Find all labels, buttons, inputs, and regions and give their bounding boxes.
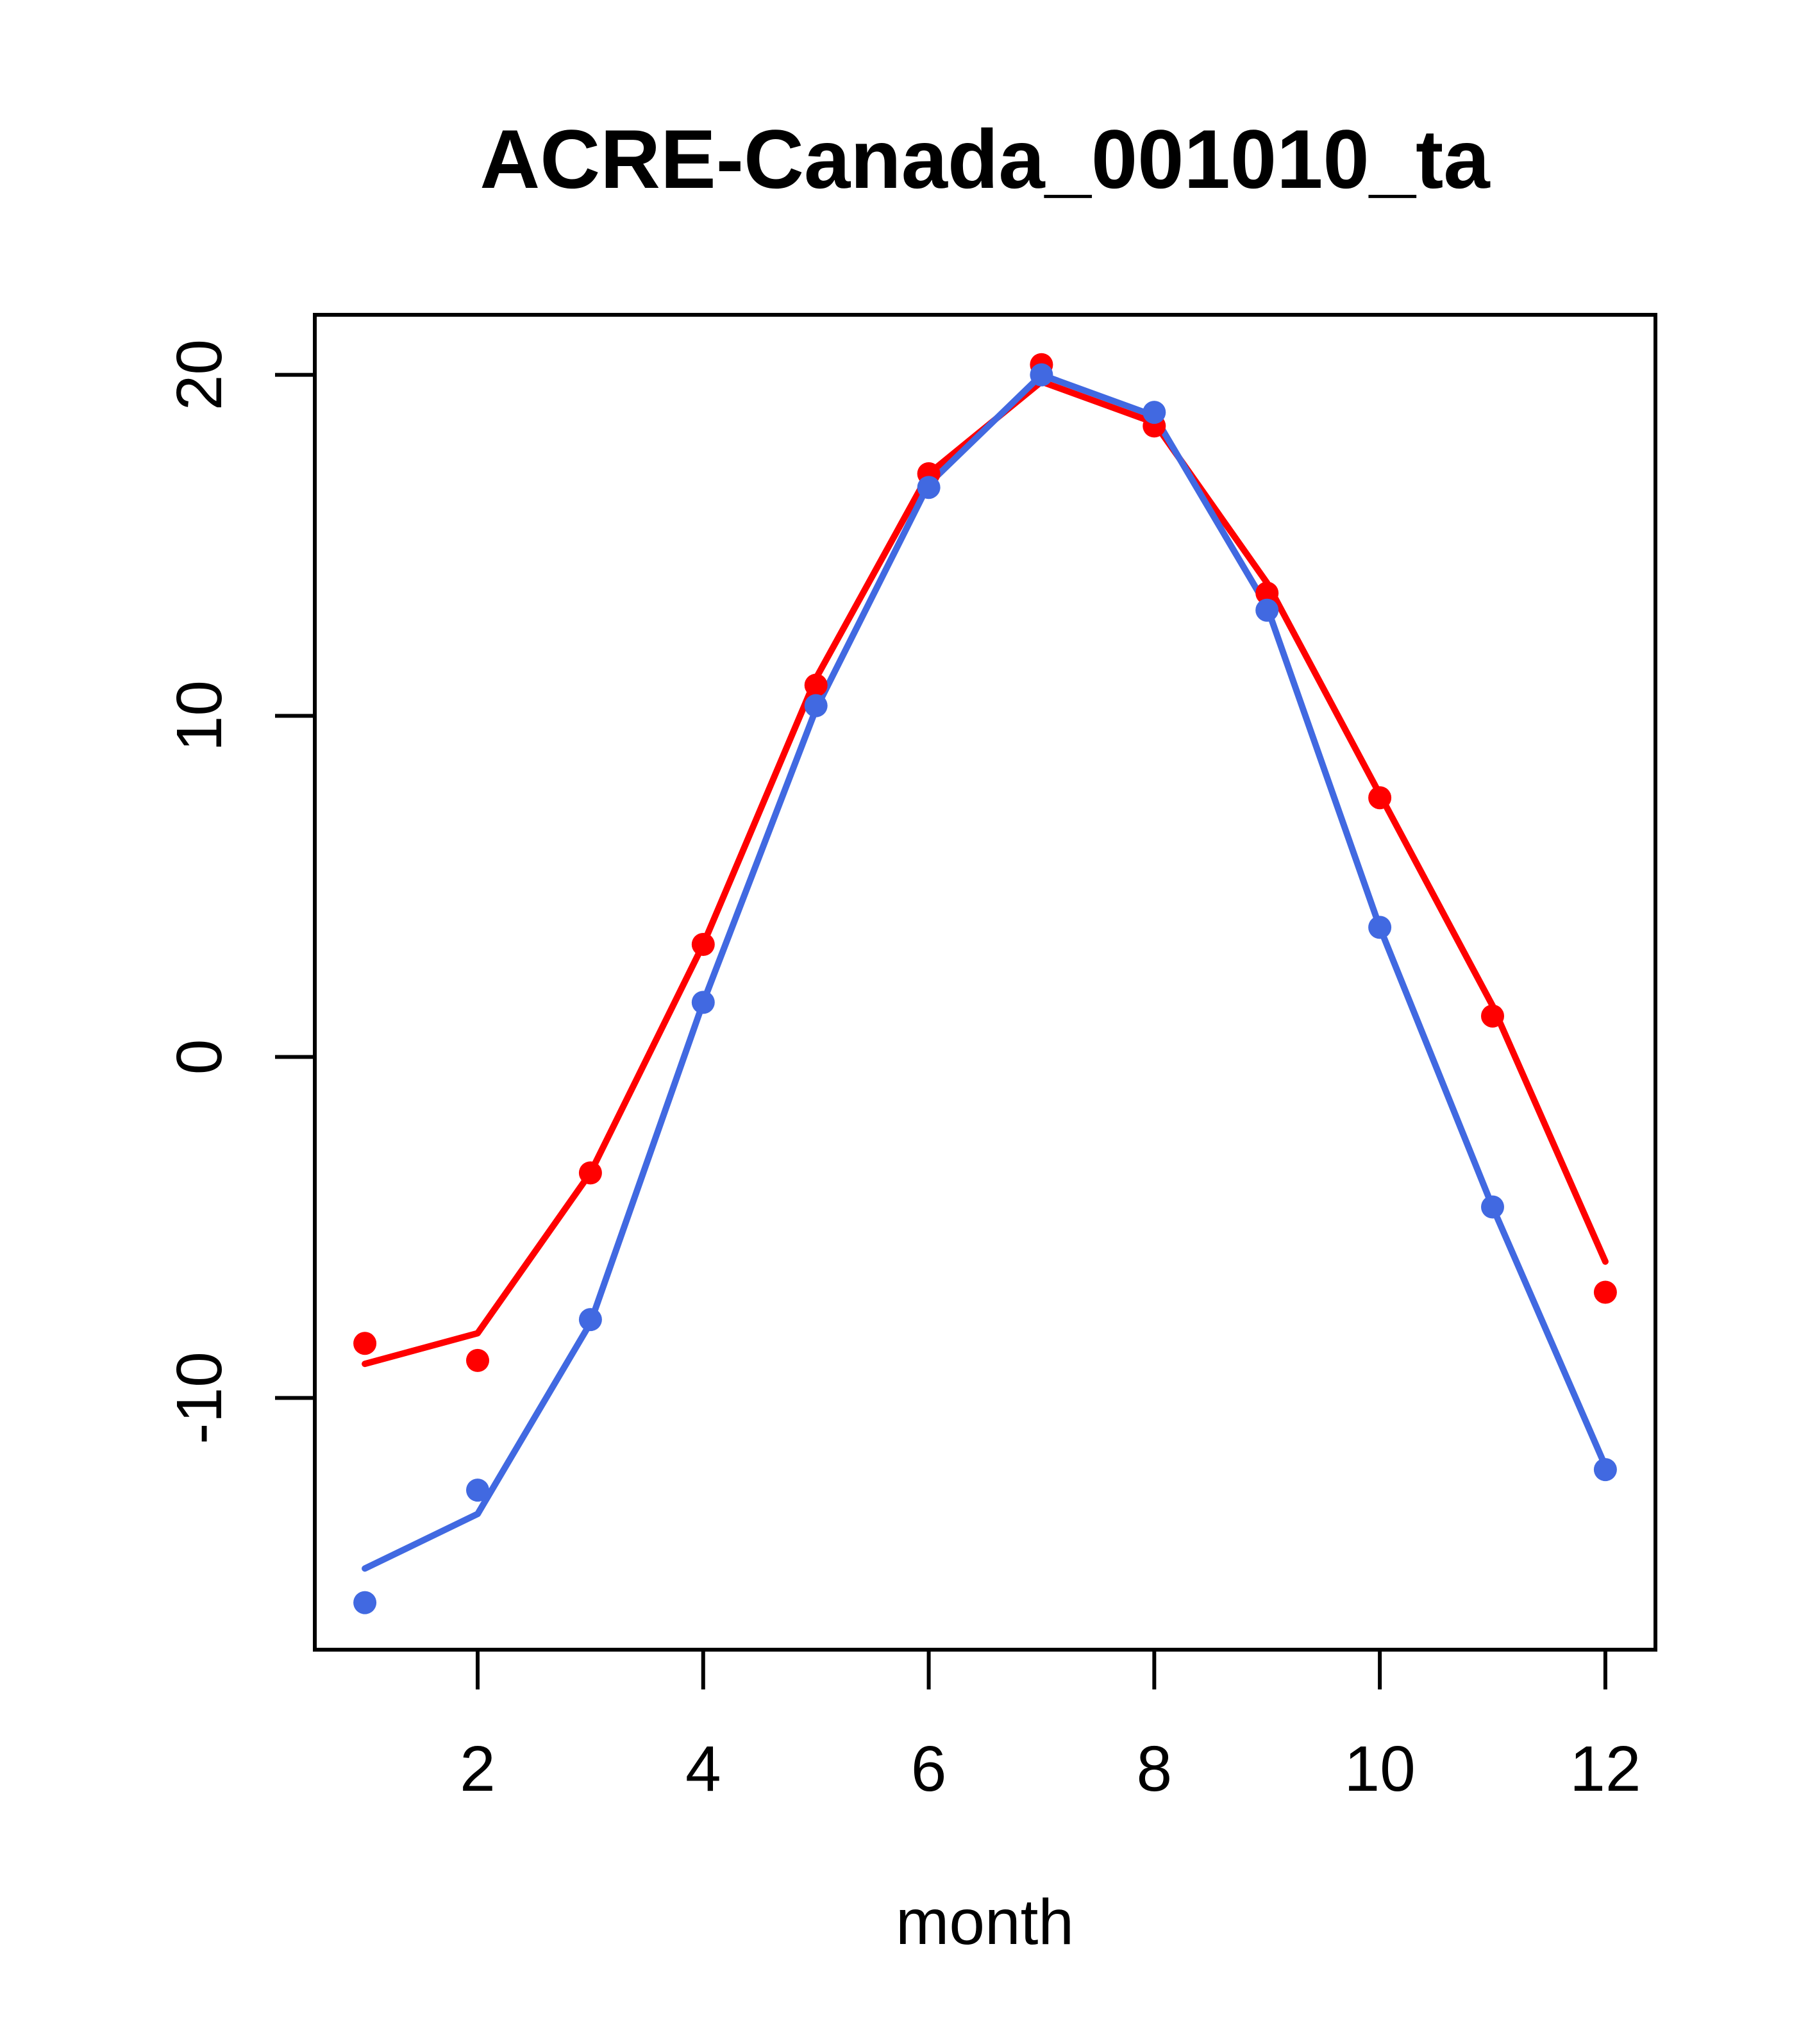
blue-points-dot (917, 476, 941, 499)
x-tick-label: 6 (911, 1733, 947, 1805)
x-axis-ticks-group (475, 1650, 1607, 1689)
red-points-dot (578, 1161, 602, 1185)
blue-points-dot (1143, 401, 1166, 424)
y-axis-tick-labels-group: -10 0 10 20 (163, 339, 235, 1445)
blue-points-dot (1368, 916, 1392, 939)
blue-line (362, 371, 1609, 1572)
red-points-dot (804, 673, 828, 697)
y-tick-label: -10 (163, 1352, 235, 1445)
y-tick-label: 10 (163, 680, 235, 751)
red-points-dot (1593, 1280, 1617, 1304)
x-tick-label: 10 (1344, 1733, 1416, 1805)
blue-points-dot (1255, 598, 1279, 622)
plot-box-group (313, 313, 1657, 1652)
x-tick-label: 12 (1570, 1733, 1641, 1805)
x-axis-tick-labels-group: 2 4 6 8 10 12 (460, 1733, 1641, 1805)
x-tick-label: 4 (685, 1733, 721, 1805)
blue-points-dot (578, 1308, 602, 1332)
blue-points-dot (804, 694, 828, 717)
red-points-dot (1481, 1004, 1504, 1028)
red-line (362, 378, 1609, 1368)
red-points-dot (1255, 582, 1279, 605)
blue-points-dot (353, 1591, 377, 1614)
y-tick-label: 20 (163, 339, 235, 410)
chart-title: ACRE-Canada_001010_ta (480, 112, 1491, 206)
blue-points-dot (466, 1479, 489, 1502)
series-group (353, 353, 1617, 1614)
blue-points-dot (1030, 363, 1053, 387)
red-points-dot (1368, 786, 1392, 810)
plot-box (313, 313, 1657, 1652)
x-tick-label: 2 (460, 1733, 496, 1805)
blue-points-dot (1593, 1458, 1617, 1482)
y-axis-ticks-group (275, 373, 315, 1400)
x-axis-title: month (896, 1886, 1074, 1958)
red-points-dot (466, 1348, 489, 1372)
blue-points-dot (691, 991, 715, 1014)
y-tick-label: 0 (163, 1039, 235, 1075)
x-tick-label: 8 (1137, 1733, 1173, 1805)
red-points-dot (353, 1332, 377, 1355)
blue-points-dot (1481, 1195, 1504, 1219)
red-points-dot (691, 933, 715, 956)
